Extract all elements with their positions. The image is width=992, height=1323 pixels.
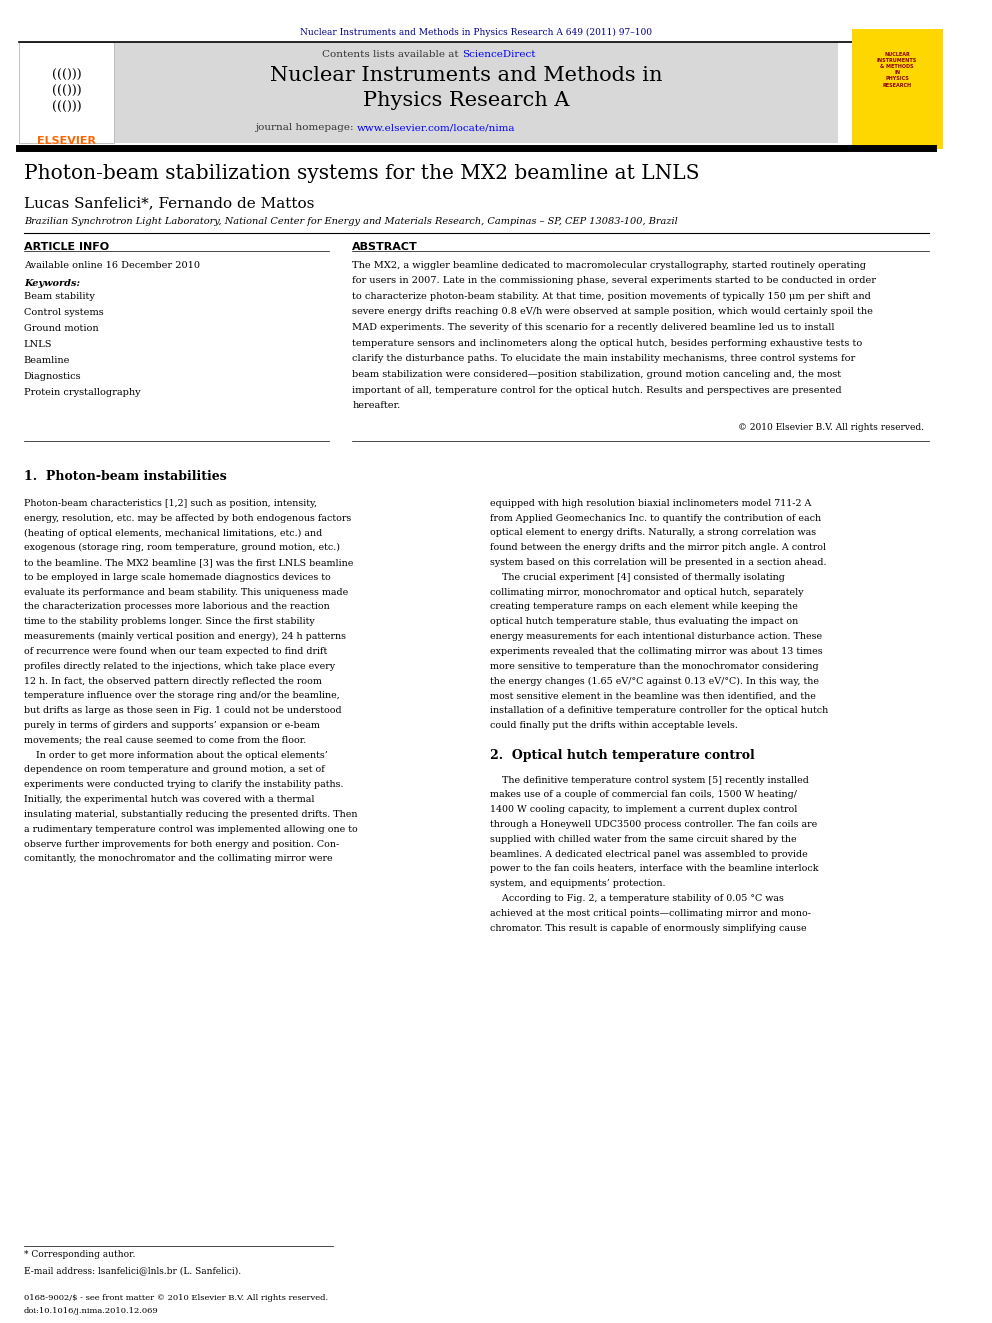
Text: Available online 16 December 2010: Available online 16 December 2010 xyxy=(24,261,199,270)
Text: The definitive temperature control system [5] recently installed: The definitive temperature control syste… xyxy=(490,775,809,785)
Text: Control systems: Control systems xyxy=(24,308,103,318)
Text: energy, resolution, etc. may be affected by both endogenous factors: energy, resolution, etc. may be affected… xyxy=(24,513,351,523)
Text: experiments were conducted trying to clarify the instability paths.: experiments were conducted trying to cla… xyxy=(24,781,343,790)
Text: (heating of optical elements, mechanical limitations, etc.) and: (heating of optical elements, mechanical… xyxy=(24,528,322,537)
Text: In order to get more information about the optical elements’: In order to get more information about t… xyxy=(24,750,327,759)
Text: ((())): ((())) xyxy=(52,69,81,82)
Text: through a Honeywell UDC3500 process controller. The fan coils are: through a Honeywell UDC3500 process cont… xyxy=(490,820,817,830)
Text: NUCLEAR
INSTRUMENTS
& METHODS
IN
PHYSICS
RESEARCH: NUCLEAR INSTRUMENTS & METHODS IN PHYSICS… xyxy=(877,52,918,87)
Text: Beamline: Beamline xyxy=(24,356,70,365)
Text: 1.  Photon-beam instabilities: 1. Photon-beam instabilities xyxy=(24,470,226,483)
Text: 2.  Optical hutch temperature control: 2. Optical hutch temperature control xyxy=(490,749,755,762)
Text: The crucial experiment [4] consisted of thermally isolating: The crucial experiment [4] consisted of … xyxy=(490,573,786,582)
Text: system based on this correlation will be presented in a section ahead.: system based on this correlation will be… xyxy=(490,558,827,568)
Text: According to Fig. 2, a temperature stability of 0.05 °C was: According to Fig. 2, a temperature stabi… xyxy=(490,894,785,904)
Text: collimating mirror, monochromator and optical hutch, separately: collimating mirror, monochromator and op… xyxy=(490,587,805,597)
Text: dependence on room temperature and ground motion, a set of: dependence on room temperature and groun… xyxy=(24,766,324,774)
Text: ARTICLE INFO: ARTICLE INFO xyxy=(24,242,109,253)
Text: Beam stability: Beam stability xyxy=(24,292,94,302)
Text: LNLS: LNLS xyxy=(24,340,53,349)
Text: temperature influence over the storage ring and/or the beamline,: temperature influence over the storage r… xyxy=(24,692,339,700)
Text: severe energy drifts reaching 0.8 eV/h were observed at sample position, which w: severe energy drifts reaching 0.8 eV/h w… xyxy=(352,307,873,316)
Text: exogenous (storage ring, room temperature, ground motion, etc.): exogenous (storage ring, room temperatur… xyxy=(24,544,340,552)
Text: Ground motion: Ground motion xyxy=(24,324,98,333)
Text: temperature sensors and inclinometers along the optical hutch, besides performin: temperature sensors and inclinometers al… xyxy=(352,339,863,348)
Text: achieved at the most critical points—collimating mirror and mono-: achieved at the most critical points—col… xyxy=(490,909,811,918)
Text: ((())): ((())) xyxy=(52,101,81,114)
Text: movements; the real cause seemed to come from the floor.: movements; the real cause seemed to come… xyxy=(24,736,307,745)
Text: beam stabilization were considered—position stabilization, ground motion canceli: beam stabilization were considered—posit… xyxy=(352,370,841,378)
Text: system, and equipments’ protection.: system, and equipments’ protection. xyxy=(490,880,666,888)
Text: ELSEVIER: ELSEVIER xyxy=(37,136,96,147)
Text: Brazilian Synchrotron Light Laboratory, National Center for Energy and Materials: Brazilian Synchrotron Light Laboratory, … xyxy=(24,217,678,226)
Text: Photon-beam stabilization systems for the MX2 beamline at LNLS: Photon-beam stabilization systems for th… xyxy=(24,164,699,183)
Text: important of all, temperature control for the optical hutch. Results and perspec: important of all, temperature control fo… xyxy=(352,385,842,394)
FancyBboxPatch shape xyxy=(19,42,114,143)
Text: insulating material, substantially reducing the presented drifts. Then: insulating material, substantially reduc… xyxy=(24,810,357,819)
Text: to characterize photon-beam stability. At that time, position movements of typic: to characterize photon-beam stability. A… xyxy=(352,292,871,300)
Text: beamlines. A dedicated electrical panel was assembled to provide: beamlines. A dedicated electrical panel … xyxy=(490,849,808,859)
Text: optical element to energy drifts. Naturally, a strong correlation was: optical element to energy drifts. Natura… xyxy=(490,528,816,537)
Text: Nuclear Instruments and Methods in Physics Research A 649 (2011) 97–100: Nuclear Instruments and Methods in Physi… xyxy=(301,28,652,37)
Text: optical hutch temperature stable, thus evaluating the impact on: optical hutch temperature stable, thus e… xyxy=(490,618,799,626)
Text: the energy changes (1.65 eV/°C against 0.13 eV/°C). In this way, the: the energy changes (1.65 eV/°C against 0… xyxy=(490,676,819,685)
Text: doi:10.1016/j.nima.2010.12.069: doi:10.1016/j.nima.2010.12.069 xyxy=(24,1307,159,1315)
Text: supplied with chilled water from the same circuit shared by the: supplied with chilled water from the sam… xyxy=(490,835,798,844)
Text: to the beamline. The MX2 beamline [3] was the first LNLS beamline: to the beamline. The MX2 beamline [3] wa… xyxy=(24,558,353,568)
Text: measurements (mainly vertical position and energy), 24 h patterns: measurements (mainly vertical position a… xyxy=(24,632,346,642)
Text: installation of a definitive temperature controller for the optical hutch: installation of a definitive temperature… xyxy=(490,706,828,716)
Text: for users in 2007. Late in the commissioning phase, several experiments started : for users in 2007. Late in the commissio… xyxy=(352,277,876,286)
Text: Diagnostics: Diagnostics xyxy=(24,372,81,381)
FancyBboxPatch shape xyxy=(114,42,838,143)
Text: makes use of a couple of commercial fan coils, 1500 W heating/: makes use of a couple of commercial fan … xyxy=(490,790,798,799)
Text: www.elsevier.com/locate/nima: www.elsevier.com/locate/nima xyxy=(357,123,516,132)
Text: the characterization processes more laborious and the reaction: the characterization processes more labo… xyxy=(24,602,329,611)
Text: energy measurements for each intentional disturbance action. These: energy measurements for each intentional… xyxy=(490,632,822,642)
Text: most sensitive element in the beamline was then identified, and the: most sensitive element in the beamline w… xyxy=(490,692,816,700)
Text: Initially, the experimental hutch was covered with a thermal: Initially, the experimental hutch was co… xyxy=(24,795,314,804)
Text: ScienceDirect: ScienceDirect xyxy=(462,50,536,60)
Text: purely in terms of girders and supports’ expansion or e-beam: purely in terms of girders and supports’… xyxy=(24,721,319,730)
Text: experiments revealed that the collimating mirror was about 13 times: experiments revealed that the collimatin… xyxy=(490,647,823,656)
Text: Contents lists available at: Contents lists available at xyxy=(322,50,462,60)
Text: of recurrence were found when our team expected to find drift: of recurrence were found when our team e… xyxy=(24,647,327,656)
Text: Lucas Sanfelici*, Fernando de Mattos: Lucas Sanfelici*, Fernando de Mattos xyxy=(24,196,314,210)
Text: creating temperature ramps on each element while keeping the: creating temperature ramps on each eleme… xyxy=(490,602,799,611)
Text: observe further improvements for both energy and position. Con-: observe further improvements for both en… xyxy=(24,840,339,848)
Text: Physics Research A: Physics Research A xyxy=(363,91,569,110)
Text: Nuclear Instruments and Methods in: Nuclear Instruments and Methods in xyxy=(271,66,663,85)
Text: evaluate its performance and beam stability. This uniqueness made: evaluate its performance and beam stabil… xyxy=(24,587,348,597)
Text: 12 h. In fact, the observed pattern directly reflected the room: 12 h. In fact, the observed pattern dire… xyxy=(24,676,321,685)
Text: MAD experiments. The severity of this scenario for a recently delivered beamline: MAD experiments. The severity of this sc… xyxy=(352,323,835,332)
Text: from Applied Geomechanics Inc. to quantify the contribution of each: from Applied Geomechanics Inc. to quanti… xyxy=(490,513,821,523)
Text: comitantly, the monochromator and the collimating mirror were: comitantly, the monochromator and the co… xyxy=(24,855,332,864)
Text: ((())): ((())) xyxy=(52,85,81,98)
Text: Protein crystallography: Protein crystallography xyxy=(24,388,141,397)
Text: a rudimentary temperature control was implemented allowing one to: a rudimentary temperature control was im… xyxy=(24,824,357,833)
Text: more sensitive to temperature than the monochromator considering: more sensitive to temperature than the m… xyxy=(490,662,819,671)
Text: to be employed in large scale homemade diagnostics devices to: to be employed in large scale homemade d… xyxy=(24,573,330,582)
Text: chromator. This result is capable of enormously simplifying cause: chromator. This result is capable of eno… xyxy=(490,923,807,933)
Text: clarify the disturbance paths. To elucidate the main instability mechanisms, thr: clarify the disturbance paths. To elucid… xyxy=(352,355,856,364)
Text: Photon-beam characteristics [1,2] such as position, intensity,: Photon-beam characteristics [1,2] such a… xyxy=(24,499,316,508)
Text: * Corresponding author.: * Corresponding author. xyxy=(24,1250,135,1259)
Text: journal homepage:: journal homepage: xyxy=(255,123,357,132)
Text: time to the stability problems longer. Since the first stability: time to the stability problems longer. S… xyxy=(24,618,314,626)
Text: found between the energy drifts and the mirror pitch angle. A control: found between the energy drifts and the … xyxy=(490,544,826,552)
Text: 1400 W cooling capacity, to implement a current duplex control: 1400 W cooling capacity, to implement a … xyxy=(490,806,798,814)
Text: © 2010 Elsevier B.V. All rights reserved.: © 2010 Elsevier B.V. All rights reserved… xyxy=(738,423,924,433)
Text: profiles directly related to the injections, which take place every: profiles directly related to the injecti… xyxy=(24,662,335,671)
Text: but drifts as large as those seen in Fig. 1 could not be understood: but drifts as large as those seen in Fig… xyxy=(24,706,341,716)
Text: Keywords:: Keywords: xyxy=(24,279,80,288)
Text: could finally put the drifts within acceptable levels.: could finally put the drifts within acce… xyxy=(490,721,738,730)
FancyBboxPatch shape xyxy=(852,29,942,149)
Text: hereafter.: hereafter. xyxy=(352,401,401,410)
Text: 0168-9002/$ - see front matter © 2010 Elsevier B.V. All rights reserved.: 0168-9002/$ - see front matter © 2010 El… xyxy=(24,1294,328,1302)
Text: ABSTRACT: ABSTRACT xyxy=(352,242,418,253)
Text: E-mail address: lsanfelici@lnls.br (L. Sanfelici).: E-mail address: lsanfelici@lnls.br (L. S… xyxy=(24,1266,241,1275)
Text: equipped with high resolution biaxial inclinometers model 711-2 A: equipped with high resolution biaxial in… xyxy=(490,499,811,508)
Text: power to the fan coils heaters, interface with the beamline interlock: power to the fan coils heaters, interfac… xyxy=(490,864,819,873)
Text: The MX2, a wiggler beamline dedicated to macromolecular crystallography, started: The MX2, a wiggler beamline dedicated to… xyxy=(352,261,866,270)
